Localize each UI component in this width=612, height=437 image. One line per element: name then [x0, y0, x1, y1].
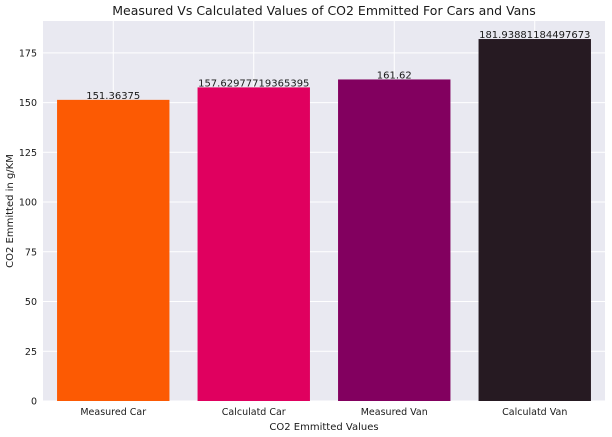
x-axis-ticks: Measured Car Calculatd Car Measured Van Cal… — [80, 407, 567, 418]
bar-value-label: 157.62977719365395 — [198, 78, 309, 89]
bar — [57, 99, 170, 402]
y-tick-label: 0 — [31, 397, 37, 408]
x-tick-label: Calculatd Van — [502, 407, 567, 418]
x-tick-label: Calculatd Car — [222, 407, 286, 418]
y-tick-label: 125 — [19, 148, 37, 159]
x-tick-label: Measured Car — [80, 407, 146, 418]
bars — [57, 39, 591, 402]
y-tick-label: 100 — [19, 198, 37, 209]
y-tick-label: 25 — [25, 347, 37, 358]
y-tick-label: 150 — [19, 98, 37, 109]
bar — [478, 39, 591, 401]
y-axis-ticks: 0 25 50 75 100 125 150 175 — [19, 48, 37, 407]
x-tick-label: Measured Van — [361, 407, 428, 418]
bar — [197, 87, 310, 401]
x-axis-label: CO2 Emmitted Values — [269, 422, 378, 433]
bar-value-label: 181.93881184497673 — [479, 30, 590, 41]
bar-value-label: 161.62 — [377, 70, 412, 81]
data-labels: 151.36375 157.62977719365395 161.62 181.938… — [86, 30, 590, 102]
bar — [338, 79, 451, 401]
y-axis-label: CO2 Emmitted in g/KM — [5, 154, 16, 268]
y-tick-label: 50 — [25, 297, 37, 308]
bar-value-label: 151.36375 — [86, 91, 140, 102]
chart-title: Measured Vs Calculated Values of CO2 Emm… — [112, 3, 536, 18]
y-tick-label: 175 — [19, 48, 37, 59]
y-tick-label: 75 — [25, 247, 37, 258]
